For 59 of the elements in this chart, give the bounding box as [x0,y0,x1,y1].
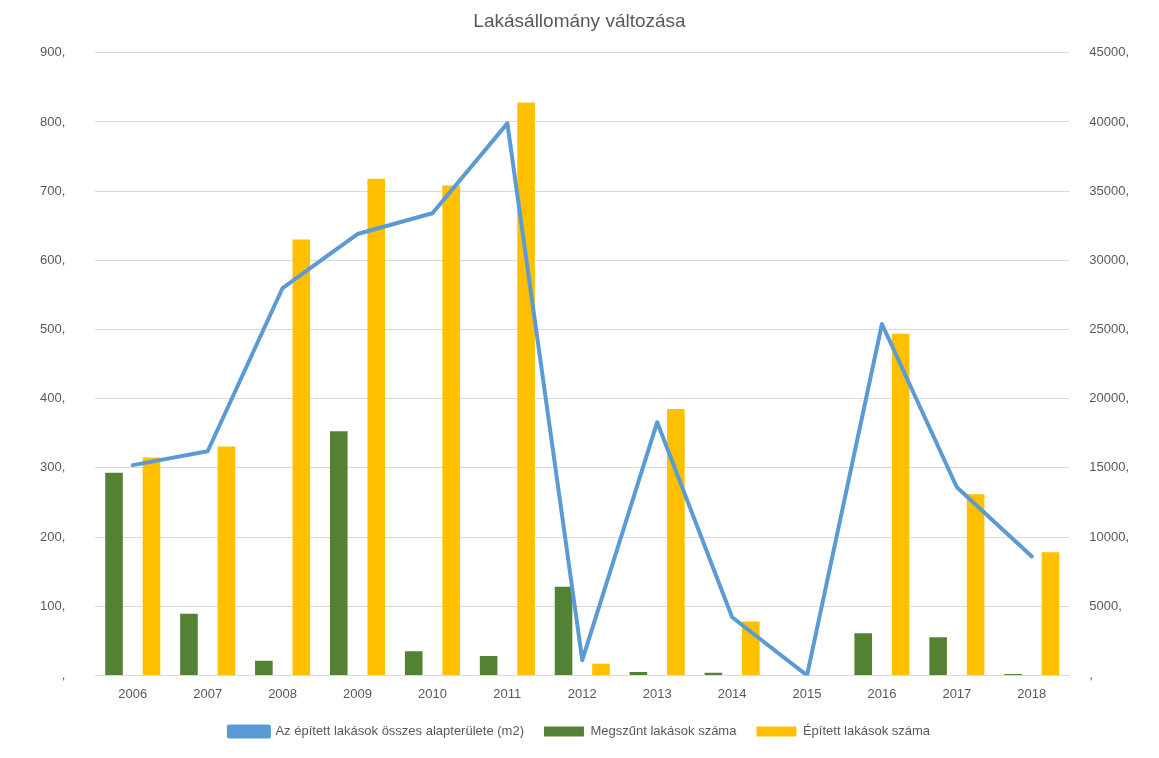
x-tick-label: 2013 [642,685,672,701]
x-tick-label: 2006 [118,685,148,701]
y-tick-label: 300, [39,459,66,475]
bar [517,102,535,675]
y2-tick-label: 30000, [1089,251,1129,267]
x-tick-label: 2012 [567,685,597,701]
legend-label: Épített lakások száma [802,723,931,739]
y2-tick-label: 20000, [1089,390,1129,406]
y-tick-label: 500, [39,321,66,337]
bar [854,633,873,675]
y2-tick-label: 35000, [1089,182,1129,198]
x-tick-label: 2016 [867,685,897,701]
x-tick-label: 2017 [942,685,972,701]
bar [442,185,460,675]
y-tick-label: 700, [39,182,66,198]
y-tick-label: 600, [39,251,66,267]
legend-label: Az épített lakások összes alapterülete (m2) [275,723,524,739]
y-tick-label: 200, [39,528,66,544]
bar [554,586,573,675]
y2-tick-label: 40000, [1089,113,1129,129]
bar [105,472,123,675]
y2-tick-label: 10000, [1089,528,1129,544]
y2-tick-label: 15000, [1089,459,1129,475]
x-tick-label: 2015 [792,685,822,701]
y-tick-label: 900, [39,44,66,60]
bar [667,409,685,675]
y2-tick-label: 5000, [1089,597,1122,613]
y-tick-label: 400, [39,390,66,406]
y2-tick-label: 45000, [1089,44,1129,60]
y-tick-label: 100, [39,597,66,613]
bar [255,660,273,675]
bar [891,333,910,675]
x-tick-label: 2008 [268,685,298,701]
bar [180,613,198,675]
bar [929,637,947,675]
bar [966,494,985,675]
y2-tick-label: 25000, [1089,321,1129,337]
bar [329,431,348,675]
bar [217,446,236,675]
chart-title: Lakásállomány változása [473,9,687,31]
x-tick-label: 2009 [343,685,372,701]
x-tick-label: 2014 [717,685,747,701]
bar [479,656,498,675]
bar [1041,552,1060,675]
bar [742,621,760,675]
legend-label: Megszűnt lakások száma [590,723,738,739]
bar [367,178,386,675]
bar [629,671,648,675]
bar [592,663,610,675]
x-tick-label: 2007 [193,685,223,701]
bar [142,457,161,675]
y-tick-label: , [61,666,66,682]
x-tick-label: 2018 [1017,685,1047,701]
x-tick-label: 2011 [493,685,522,701]
y-tick-label: 800, [39,113,66,129]
y2-tick-label: , [1089,666,1093,682]
bar [292,239,311,675]
bar [404,651,423,675]
x-tick-label: 2010 [417,685,447,701]
